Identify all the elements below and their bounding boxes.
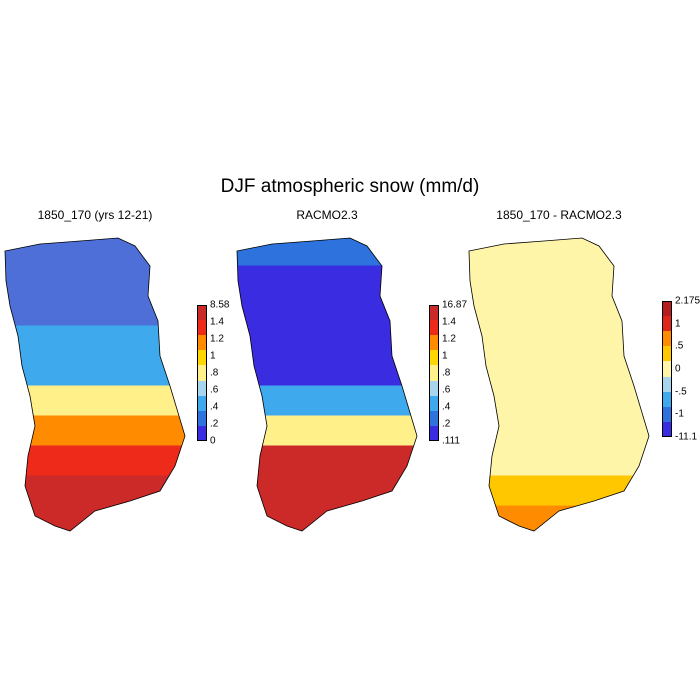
snow-band (469, 325, 649, 357)
snow-band (237, 325, 417, 357)
greenland-map (468, 237, 650, 532)
map-panel-difference: 1850_170 - RACMO2.3 2.175 1 .5 0 -.5 -1 -11.1 (464, 206, 700, 536)
snow-band (5, 415, 185, 447)
colorbar-swatch (197, 320, 207, 336)
coastline (4, 237, 186, 532)
colorbar-border (662, 301, 672, 437)
panel-title: RACMO2.3 (296, 208, 358, 222)
snow-band (5, 445, 185, 477)
colorbar-tick-label: .111 (442, 435, 460, 447)
colorbar-swatch (662, 391, 672, 407)
colorbar-tick-label: .4 (442, 401, 451, 413)
colorbar-tick-label: 0 (210, 435, 216, 447)
snow-band (469, 238, 649, 267)
snow-band (469, 385, 649, 417)
colorbar-swatch (429, 425, 439, 441)
snow-band (237, 295, 417, 327)
colorbar-tick-label: .4 (210, 401, 219, 413)
colorbar-tick-label: .8 (442, 367, 451, 379)
colorbar-tick-label: 1 (210, 350, 216, 362)
snow-band (5, 475, 185, 507)
colorbar-border (197, 305, 207, 441)
colorbar-tick-label: 2.175 (675, 295, 700, 307)
colorbar-swatch (662, 331, 672, 347)
colorbar-swatch (429, 320, 439, 336)
colorbar-swatch (197, 365, 207, 381)
colorbar-swatch (429, 395, 439, 411)
colorbar-swatch (197, 350, 207, 366)
colorbar-swatch (197, 410, 207, 426)
panel-title: 1850_170 - RACMO2.3 (496, 208, 622, 222)
colorbar-swatch (197, 395, 207, 411)
snow-band (469, 445, 649, 477)
map-panel-racmo: RACMO2.3 16.87 1.4 1.2 1 .8 .6 .4 .2 .111 (232, 206, 467, 536)
snow-band (469, 265, 649, 297)
colorbar-swatch (429, 410, 439, 426)
colorbar-tick-label: -1 (675, 408, 684, 420)
colorbar-tick-label: .2 (442, 418, 451, 430)
snow-band (237, 475, 417, 507)
snow-band (5, 295, 185, 327)
snow-band (237, 265, 417, 297)
colorbar-swatch (429, 335, 439, 351)
colorbar-swatch (662, 361, 672, 377)
snow-band (469, 295, 649, 327)
colorbar-tick-label: 1.4 (442, 316, 456, 328)
colorbar-swatch (429, 305, 439, 321)
snow-band (469, 415, 649, 447)
snow-band (237, 415, 417, 447)
colorbar-tick-label: 0 (675, 363, 681, 375)
snow-band (5, 385, 185, 417)
colorbar-tick-label: .5 (675, 340, 684, 352)
coastline (236, 237, 418, 532)
snow-band (237, 445, 417, 477)
snow-band (5, 355, 185, 387)
colorbar-swatch (662, 406, 672, 422)
colorbar-tick-label: .6 (442, 384, 451, 396)
colorbar-swatch (429, 380, 439, 396)
colorbar-tick-label: 8.58 (210, 299, 230, 311)
snow-band (469, 475, 649, 507)
colorbar-swatch (662, 376, 672, 392)
greenland-map (236, 237, 418, 532)
colorbar-tick-label: -11.1 (675, 431, 698, 443)
coastline (468, 237, 650, 532)
colorbar-tick-label: 1 (675, 318, 681, 330)
colorbar-swatch (662, 301, 672, 317)
snow-band (5, 238, 185, 267)
colorbar-swatch (429, 350, 439, 366)
colorbar-swatch (662, 316, 672, 332)
colorbar-tick-label: .6 (210, 384, 219, 396)
colorbar-tick-label: 1.4 (210, 316, 224, 328)
snow-band (5, 325, 185, 357)
colorbar-tick-label: 16.87 (442, 299, 468, 311)
colorbar-tick-label: 1.2 (210, 333, 224, 345)
colorbar-swatch (662, 421, 672, 437)
colorbar-swatch (197, 425, 207, 441)
panel-title: 1850_170 (yrs 12-21) (37, 208, 153, 222)
colorbar-border (429, 305, 439, 441)
colorbar-tick-label: .8 (210, 367, 219, 379)
snow-band (469, 355, 649, 387)
snow-band (237, 238, 417, 267)
colorbar-swatch (197, 305, 207, 321)
colorbar-swatch (662, 346, 672, 362)
map-panel-model: 1850_170 (yrs 12-21) 8.58 1.4 1.2 1 .8 .6 .4 .2… (0, 206, 229, 536)
snow-band (5, 265, 185, 297)
colorbar-swatch (197, 380, 207, 396)
snow-band (237, 355, 417, 387)
figure-title: DJF atmospheric snow (mm/d) (220, 176, 480, 197)
colorbar-tick-label: .2 (210, 418, 219, 430)
colorbar-tick-label: -.5 (675, 386, 687, 398)
greenland-map (4, 237, 186, 532)
colorbar-tick-label: 1 (442, 350, 448, 362)
colorbar-swatch (429, 365, 439, 381)
colorbar-swatch (197, 335, 207, 351)
snow-band (237, 385, 417, 417)
colorbar-tick-label: 1.2 (442, 333, 456, 345)
